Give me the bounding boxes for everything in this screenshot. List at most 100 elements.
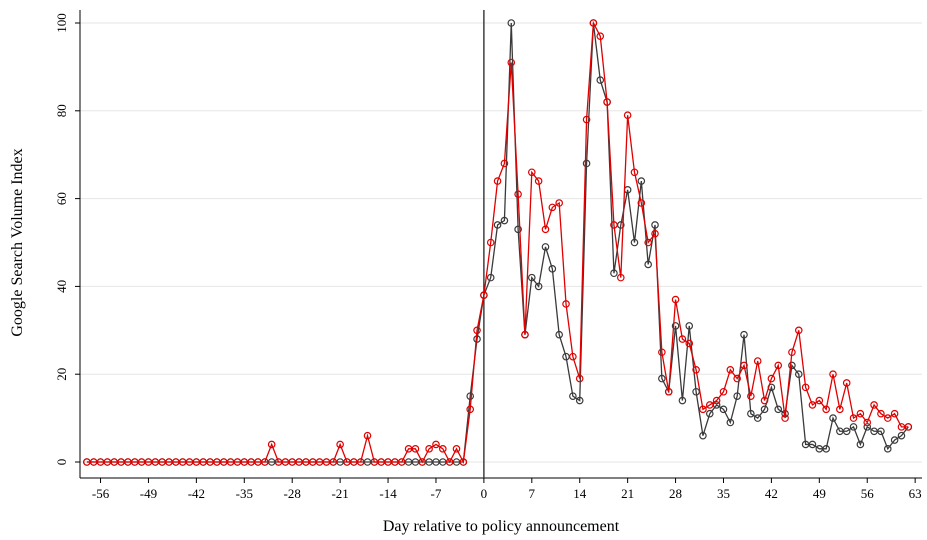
- data-point: [753, 357, 762, 365]
- data-point: [726, 366, 735, 374]
- data-point: [883, 445, 892, 453]
- data-point: [877, 409, 885, 418]
- data-point: [507, 19, 516, 27]
- x-tick-label: 0: [481, 486, 488, 501]
- data-point: [685, 339, 694, 348]
- data-point: [829, 370, 837, 379]
- x-tick-label: -42: [188, 486, 205, 501]
- data-point: [486, 238, 495, 247]
- data-point: [534, 282, 543, 291]
- y-tick-label: 0: [54, 459, 69, 466]
- data-point: [678, 396, 687, 405]
- data-point: [630, 238, 639, 247]
- data-point: [534, 177, 543, 185]
- data-point: [473, 326, 481, 335]
- data-point: [705, 401, 714, 409]
- data-point: [699, 405, 707, 414]
- data-point: [500, 216, 509, 225]
- data-point: [842, 379, 851, 387]
- data-point: [658, 374, 666, 383]
- y-tick-label: 100: [54, 13, 69, 33]
- x-tick-label: -28: [284, 486, 301, 501]
- x-tick-label: -49: [140, 486, 157, 501]
- data-point: [493, 177, 502, 185]
- data-point: [541, 243, 550, 251]
- data-point: [774, 405, 783, 414]
- data-point: [658, 348, 666, 357]
- data-point: [781, 414, 789, 422]
- data-point: [788, 361, 796, 370]
- y-tick-label: 40: [54, 280, 69, 293]
- data-point: [555, 199, 563, 207]
- data-point: [336, 440, 344, 449]
- data-point: [637, 199, 646, 207]
- x-tick-label: 14: [573, 486, 587, 501]
- data-point: [685, 322, 694, 330]
- data-point: [760, 405, 769, 414]
- x-tick-label: -7: [431, 486, 442, 501]
- data-point: [651, 221, 659, 229]
- data-point: [733, 392, 741, 400]
- data-point: [856, 440, 865, 449]
- data-point: [822, 445, 830, 453]
- gridlines: [80, 22, 922, 463]
- data-point: [507, 58, 516, 67]
- data-point: [863, 423, 872, 431]
- data-point: [877, 427, 885, 436]
- data-point: [610, 221, 618, 229]
- x-tick-label: 49: [813, 486, 826, 501]
- data-point: [774, 361, 783, 370]
- x-tick-label: -35: [236, 486, 253, 501]
- data-point: [356, 458, 365, 466]
- data-point: [740, 361, 748, 370]
- data-point: [596, 76, 605, 84]
- x-tick-label: -21: [331, 486, 348, 501]
- x-tick-label: 28: [669, 486, 682, 501]
- data-point: [603, 98, 611, 106]
- data-point: [514, 225, 522, 234]
- data-point: [267, 440, 276, 449]
- data-point: [363, 431, 372, 440]
- data-point: [548, 203, 557, 212]
- data-point: [397, 458, 406, 466]
- series-line: [86, 22, 909, 463]
- data-point: [890, 409, 899, 418]
- data-point: [493, 221, 502, 229]
- data-point: [849, 423, 858, 431]
- data-point: [575, 396, 584, 405]
- x-tick-label: 35: [717, 486, 730, 501]
- data-point: [794, 326, 803, 335]
- data-point: [890, 436, 899, 444]
- data-point: [719, 387, 728, 396]
- data-point: [740, 330, 748, 339]
- axes: 0 20 40 60 80 100 -56 -49 -42 -35 -28 -21 -14 -7 0 7 14 2…: [54, 10, 922, 501]
- data-point: [630, 168, 639, 177]
- data-point: [582, 159, 591, 168]
- data-point: [548, 265, 557, 273]
- data-point: [541, 225, 550, 234]
- data-point: [760, 396, 769, 405]
- series-2: [83, 19, 913, 466]
- data-point: [527, 273, 536, 282]
- data-point: [829, 414, 837, 422]
- x-tick-label: 63: [909, 486, 922, 501]
- x-tick-label: 42: [765, 486, 778, 501]
- y-tick-label: 20: [54, 368, 69, 381]
- x-axis-title: Day relative to policy announcement: [383, 518, 620, 535]
- data-point: [644, 260, 652, 269]
- data-point: [644, 238, 652, 247]
- data-point: [904, 423, 913, 431]
- data-point: [589, 19, 598, 27]
- data-point: [445, 458, 454, 466]
- data-point: [712, 396, 721, 405]
- data-point: [767, 374, 776, 383]
- data-point: [582, 115, 591, 124]
- data-point: [870, 401, 878, 409]
- x-tick-label: 56: [861, 486, 875, 501]
- data-point: [788, 348, 796, 357]
- data-point: [466, 392, 475, 400]
- x-tick-label: -14: [379, 486, 397, 501]
- x-tick-label: -56: [92, 486, 110, 501]
- data-point: [459, 458, 468, 466]
